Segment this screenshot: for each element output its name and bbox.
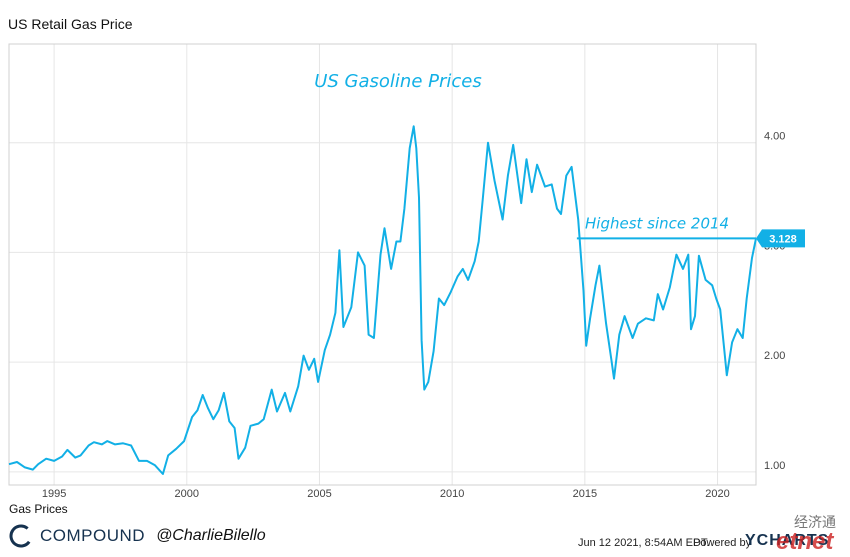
watermark-text: 经济通: [794, 514, 836, 530]
last-value-callout: [756, 229, 805, 248]
twitter-handle: @CharlieBilello: [156, 527, 266, 544]
annotation-text: Highest since 2014: [585, 214, 729, 232]
y-tick-label: 1.00: [764, 460, 785, 472]
x-tick-label: 2020: [705, 488, 729, 500]
series-line: [8, 125, 757, 475]
brand: COMPOUND @CharlieBilello: [9, 524, 266, 548]
y-axis-ticks: 1.002.003.004.00: [764, 131, 785, 472]
plot-frame: [8, 43, 757, 486]
grid: [9, 44, 756, 485]
series-group: [8, 125, 757, 475]
chart-title: US Retail Gas Price: [8, 16, 133, 32]
x-tick-label: 2000: [175, 488, 199, 500]
powered-by-label: Powered by: [693, 537, 752, 549]
legend-label: Gas Prices: [9, 502, 68, 516]
y-tick-label: 2.00: [764, 350, 785, 362]
watermark-logo: etnet: [776, 528, 834, 555]
x-tick-label: 2010: [440, 488, 464, 500]
chart-subtitle: US Gasoline Prices: [314, 71, 482, 92]
x-tick-label: 2005: [307, 488, 331, 500]
annotation: Highest since 2014 3.128: [576, 214, 805, 248]
compound-c-icon: [9, 524, 33, 548]
x-axis-ticks: 1995 2000 2005 2010 2015 2020: [42, 488, 730, 500]
brand-name: COMPOUND: [40, 526, 146, 545]
ycharts-logo: YCHARTS: [745, 532, 830, 549]
timestamp: Jun 12 2021, 8:54AM EDT.: [578, 537, 710, 549]
y-tick-label: 4.00: [764, 131, 785, 143]
last-value-label: 3.128: [769, 233, 797, 245]
x-tick-label: 2015: [573, 488, 597, 500]
x-tick-label: 1995: [42, 488, 66, 500]
